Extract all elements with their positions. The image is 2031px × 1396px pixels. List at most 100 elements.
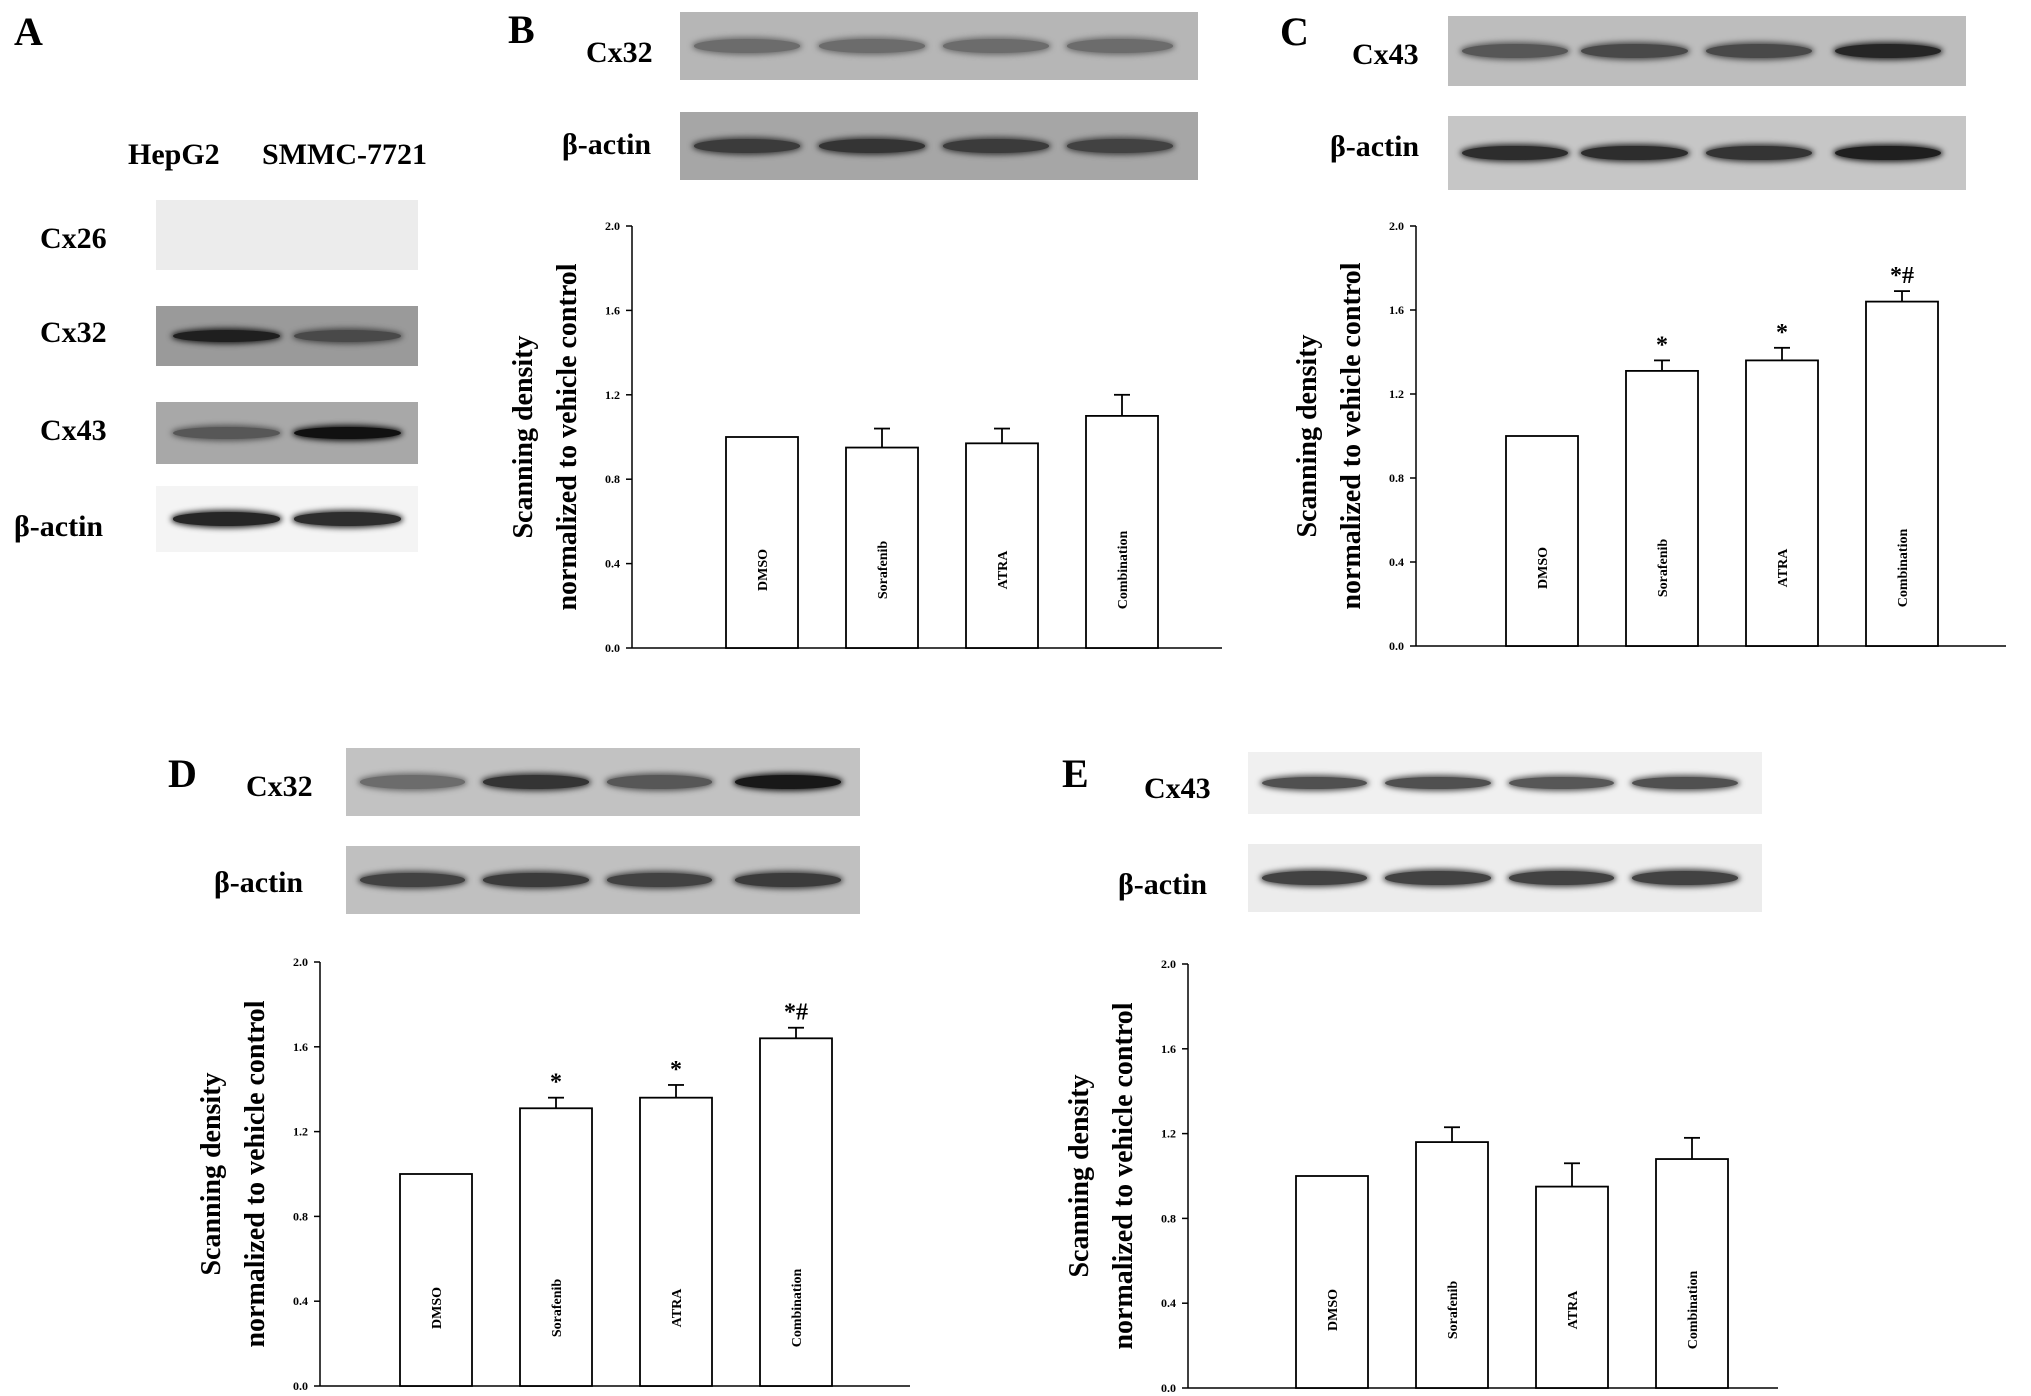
bar-d — [639, 1096, 713, 1387]
blot-band — [818, 39, 925, 53]
bar-b — [725, 436, 799, 649]
bar-c — [1625, 369, 1699, 647]
category-label-b: Sorafenib — [876, 541, 891, 600]
category-label-b: DMSO — [756, 549, 771, 591]
category-label-b: Combination — [1116, 531, 1131, 610]
y-tick-label-e: 0.0 — [1161, 1381, 1176, 1395]
blot-band — [606, 775, 713, 789]
bar-b — [1085, 414, 1159, 649]
panel-letter-b: B — [508, 7, 535, 52]
y-tick-label-c: 2.0 — [1389, 219, 1404, 233]
significance-mark-d: * — [670, 1057, 682, 1083]
y-tick-label-d: 1.2 — [293, 1125, 308, 1139]
panel-letter-e: E — [1062, 751, 1089, 796]
significance-mark-d: *# — [784, 1000, 808, 1026]
significance-mark-c: * — [1656, 332, 1668, 358]
bar-d — [399, 1173, 473, 1387]
blot-band — [1581, 145, 1688, 161]
panel-letter-c: C — [1280, 9, 1309, 54]
category-label-e: DMSO — [1326, 1289, 1341, 1331]
y-axis-label-c: normalized to vehicle control — [1336, 262, 1367, 609]
blot-band — [818, 139, 925, 153]
blot-band — [293, 512, 401, 526]
blot-b-label-cx32: Cx32 — [586, 36, 653, 69]
y-tick-label-d: 1.6 — [293, 1040, 308, 1054]
blot-band — [173, 330, 281, 342]
bar-d — [519, 1107, 593, 1387]
blot-band — [1262, 776, 1368, 790]
y-tick-label-b: 0.0 — [605, 641, 620, 655]
significance-mark-c: * — [1776, 320, 1788, 346]
blot-band — [1581, 44, 1688, 58]
y-tick-label-d: 0.8 — [293, 1209, 308, 1223]
bar-c — [1505, 435, 1579, 647]
blot-b-label-bactin: β-actin — [562, 128, 652, 161]
bar-e — [1415, 1141, 1489, 1389]
y-tick-label-c: 1.6 — [1389, 303, 1404, 317]
blot-a-label-cx43: Cx43 — [40, 414, 107, 447]
blot-band — [360, 873, 466, 887]
bar-c — [1865, 300, 1939, 647]
y-tick-label-c: 1.2 — [1389, 387, 1404, 401]
category-label-e: Combination — [1686, 1271, 1701, 1350]
blot-b-strip-bactin — [680, 112, 1198, 180]
blot-band — [1632, 776, 1738, 790]
y-axis-label-d: normalized to vehicle control — [240, 1000, 271, 1347]
blot-d-strip-bactin — [346, 846, 860, 914]
y-tick-label-b: 2.0 — [605, 219, 620, 233]
y-tick-label-b: 1.6 — [605, 303, 620, 317]
y-axis-label-b: normalized to vehicle control — [552, 263, 583, 610]
bar-b — [845, 446, 919, 649]
y-tick-label-c: 0.4 — [1389, 555, 1404, 569]
blot-band — [1508, 871, 1615, 885]
y-axis-label-e: normalized to vehicle control — [1108, 1002, 1139, 1349]
bar-e — [1295, 1175, 1369, 1389]
bar-c — [1745, 359, 1819, 647]
blot-band — [173, 512, 281, 526]
y-tick-label-d: 0.0 — [293, 1379, 308, 1393]
category-label-c: ATRA — [1776, 548, 1791, 588]
bar-b — [965, 442, 1039, 649]
blot-d-label-bactin: β-actin — [214, 866, 304, 899]
category-label-d: DMSO — [430, 1287, 445, 1329]
blot-band — [173, 426, 281, 440]
blot-band — [1067, 139, 1174, 153]
blot-c-label-bactin: β-actin — [1330, 130, 1420, 163]
blot-band — [1835, 44, 1942, 58]
y-tick-label-b: 1.2 — [605, 388, 620, 402]
blot-c-strip-bactin — [1448, 116, 1966, 190]
blot-a-label-cx32: Cx32 — [40, 316, 107, 349]
category-label-e: Sorafenib — [1446, 1281, 1461, 1340]
blot-d-strip-cx32 — [346, 748, 860, 816]
category-label-d: Sorafenib — [550, 1279, 565, 1338]
blot-a-label-cx26: Cx26 — [40, 222, 107, 255]
blot-c-label-cx43: Cx43 — [1352, 38, 1419, 71]
blot-a-col-hepg2: HepG2 — [128, 138, 220, 171]
y-axis-label-e: Scanning density — [1064, 1074, 1095, 1277]
blot-band — [1508, 776, 1615, 790]
blot-a-strip-bactin — [156, 486, 418, 552]
blot-d-label-cx32: Cx32 — [246, 770, 313, 803]
category-label-d: Combination — [790, 1269, 805, 1348]
blot-band — [1705, 44, 1812, 58]
category-label-d: ATRA — [670, 1288, 685, 1328]
y-tick-label-e: 0.4 — [1161, 1296, 1176, 1310]
bar-e — [1655, 1158, 1729, 1389]
blot-band — [360, 775, 466, 789]
blot-band — [1385, 776, 1491, 790]
blot-band — [694, 39, 801, 53]
blot-b-strip-cx32 — [680, 12, 1198, 80]
blot-a-strip-cx43 — [156, 402, 418, 464]
blot-band — [942, 139, 1050, 153]
significance-mark-c: *# — [1890, 263, 1914, 289]
y-axis-label-b: Scanning density — [508, 335, 539, 538]
bar-e — [1535, 1185, 1609, 1389]
blot-band — [1262, 871, 1368, 885]
blot-band — [293, 330, 401, 342]
significance-mark-d: * — [550, 1070, 562, 1096]
category-label-c: Combination — [1896, 529, 1911, 608]
blot-e-strip-bactin — [1248, 844, 1762, 912]
panel-letter-d: D — [168, 751, 197, 796]
category-label-c: Sorafenib — [1656, 539, 1671, 598]
